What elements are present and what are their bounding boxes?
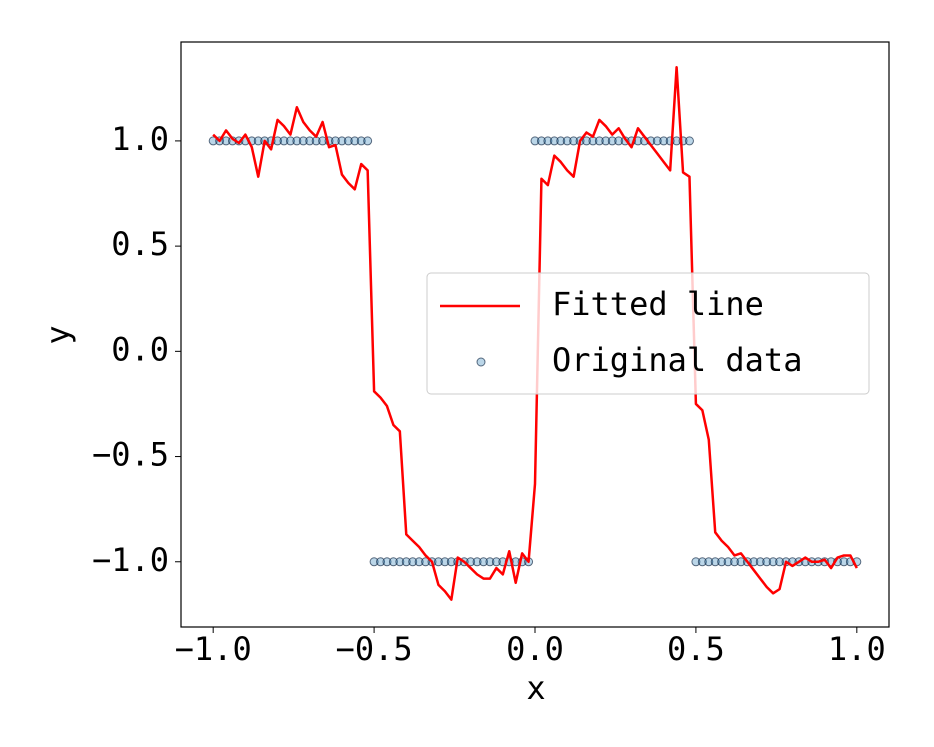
data-point: [581, 136, 591, 146]
data-point: [736, 557, 746, 567]
data-point: [549, 136, 559, 146]
data-point: [775, 557, 785, 567]
data-point: [253, 136, 263, 146]
data-point: [659, 136, 669, 146]
data-point: [363, 136, 373, 146]
data-point: [485, 557, 495, 567]
x-tick-label: −1.0: [175, 630, 252, 668]
data-point: [730, 557, 740, 567]
data-point: [279, 136, 289, 146]
data-point: [717, 557, 727, 567]
data-point: [762, 557, 772, 567]
data-point: [556, 136, 566, 146]
data-point: [356, 136, 366, 146]
legend-label: Fitted line: [552, 285, 764, 323]
y-tick-label: −1.0: [92, 541, 169, 579]
data-point: [491, 557, 501, 567]
data-point: [433, 557, 443, 567]
data-point: [337, 136, 347, 146]
data-point: [684, 136, 694, 146]
data-point: [369, 557, 379, 567]
data-point: [530, 136, 540, 146]
data-point: [298, 136, 308, 146]
legend: Fitted line Original data: [426, 272, 870, 395]
data-point: [768, 557, 778, 567]
data-point: [749, 557, 759, 567]
x-tick-label: −0.5: [336, 630, 413, 668]
data-point: [704, 557, 714, 567]
x-tick-label: 0.0: [506, 630, 564, 668]
data-point: [723, 557, 733, 567]
x-axis-label: x: [526, 669, 545, 707]
data-point: [466, 557, 476, 567]
data-point: [376, 557, 386, 567]
data-point: [710, 557, 720, 567]
data-point: [305, 136, 315, 146]
data-point: [395, 557, 405, 567]
y-tick-label: 1.0: [111, 120, 169, 158]
legend-label: Original data: [552, 341, 802, 379]
data-point: [543, 136, 553, 146]
data-point: [382, 557, 392, 567]
data-point: [343, 136, 353, 146]
data-point: [350, 136, 360, 146]
y-tick-label: 0.5: [111, 225, 169, 263]
data-point: [472, 557, 482, 567]
y-tick-label: 0.0: [111, 330, 169, 368]
data-point: [652, 136, 662, 146]
data-point: [440, 557, 450, 567]
legend-box: [426, 272, 870, 395]
legend-marker: [476, 357, 486, 367]
data-point: [697, 557, 707, 567]
data-point: [408, 557, 418, 567]
data-point: [536, 136, 546, 146]
data-point: [839, 557, 849, 567]
data-point: [691, 557, 701, 567]
data-point: [208, 136, 218, 146]
x-tick-label: 0.5: [667, 630, 725, 668]
data-point: [388, 557, 398, 567]
data-point: [414, 557, 424, 567]
data-point: [569, 136, 579, 146]
y-tick-label: −0.5: [92, 436, 169, 474]
data-point: [421, 557, 431, 567]
data-point: [594, 136, 604, 146]
data-point: [292, 136, 302, 146]
x-tick-label: 1.0: [828, 630, 886, 668]
data-point: [601, 136, 611, 146]
fitted-line: [212, 66, 858, 601]
y-axis-label: y: [39, 325, 77, 344]
data-point: [562, 136, 572, 146]
data-point: [607, 136, 617, 146]
data-point: [401, 557, 411, 567]
data-point: [446, 557, 456, 567]
data-point: [479, 557, 489, 567]
data-point: [285, 136, 295, 146]
data-point: [755, 557, 765, 567]
data-point: [614, 136, 624, 146]
data-point: [221, 136, 231, 146]
